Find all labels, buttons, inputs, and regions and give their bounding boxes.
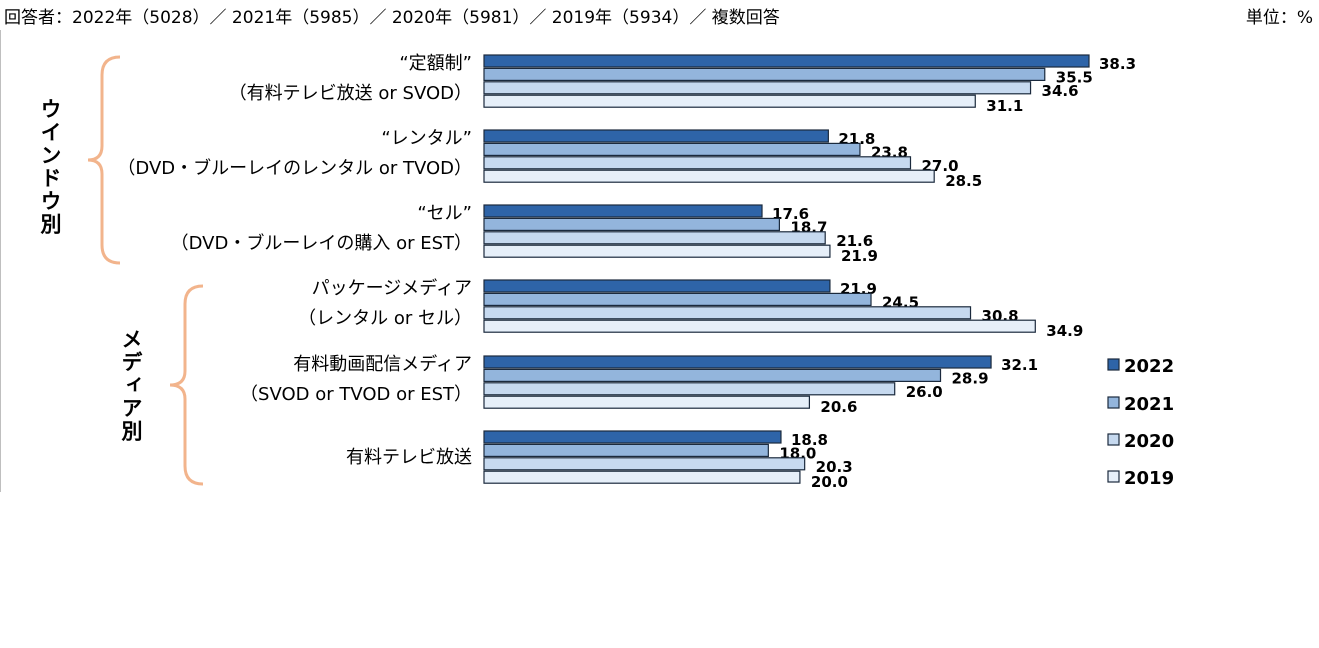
bar-2019-cat0 [483,94,976,108]
category-label: （DVD・ブルーレイの購入 or EST） [171,232,472,254]
legend-swatch-2020 [1107,433,1120,446]
value-label: 28.5 [945,172,982,190]
bar-2021-cat0 [483,67,1046,82]
group-label: ウインドウ別 [38,98,62,236]
category-label: “セル” [417,203,472,224]
value-label: 20.0 [811,473,848,491]
bar-2021-cat5 [483,443,769,457]
category-label: （DVD・ブルーレイのレンタル or TVOD） [117,157,472,179]
category-label: （レンタル or セル） [298,308,472,329]
value-label: 20.6 [820,398,857,416]
group-label: メディア別 [119,328,143,443]
bar-2020-cat0 [483,81,1032,95]
value-label: 31.1 [986,97,1023,115]
bar-2020-cat1 [483,156,912,170]
legend-swatch-2019 [1107,470,1120,483]
legend-swatch-2022 [1107,358,1120,371]
bar-2021-cat4 [483,368,942,382]
bar-2019-cat4 [483,395,811,409]
category-label: “レンタル” [381,128,472,149]
bar-2021-cat2 [483,217,780,231]
legend-label-2020: 2020 [1124,431,1174,452]
bar-2022-cat2 [483,204,763,218]
bar-2022-cat0 [483,54,1090,68]
bar-2021-cat1 [483,142,861,156]
value-label: 21.6 [836,232,873,250]
group-bracket-1 [169,284,204,486]
legend-swatch-2021 [1107,396,1120,409]
legend-label-2022: 2022 [1124,356,1174,377]
legend-label-2021: 2021 [1124,394,1174,415]
respondents-note: 回答者：2022年（5028）／ 2021年（5985）／ 2020年（5981… [4,8,780,28]
bar-2021-cat3 [483,292,872,306]
category-label: （有料テレビ放送 or SVOD） [229,83,472,104]
bar-2019-cat3 [483,319,1036,333]
bar-2020-cat3 [483,306,972,320]
bar-2022-cat5 [483,430,782,444]
value-label: 26.0 [906,383,943,401]
value-label: 34.6 [1042,82,1079,100]
value-label: 34.9 [1046,322,1083,340]
bar-2022-cat3 [483,279,831,293]
bar-2019-cat2 [483,244,831,258]
legend-label-2019: 2019 [1124,468,1174,489]
bar-2022-cat1 [483,129,829,143]
value-label: 38.3 [1099,55,1136,73]
bar-2020-cat2 [483,231,826,245]
value-label: 28.9 [952,369,989,387]
value-label: 21.9 [841,247,878,265]
bar-2020-cat5 [483,457,806,471]
value-label: 35.5 [1056,68,1093,86]
value-label: 18.8 [791,431,828,449]
category-label: 有料テレビ放送 [346,447,472,468]
bar-2022-cat4 [483,355,992,369]
bar-2019-cat5 [483,470,801,484]
value-label: 32.1 [1001,356,1038,374]
category-label: 有料動画配信メディア [293,354,472,375]
bar-2019-cat1 [483,169,935,183]
category-label: パッケージメディア [312,278,472,299]
category-label: （SVOD or TVOD or EST） [240,384,472,405]
unit-label: 単位：% [1245,8,1313,28]
bar-2020-cat4 [483,382,896,396]
group-bracket-0 [87,55,121,265]
value-label: 17.6 [772,205,809,223]
value-label: 20.3 [816,458,853,476]
category-label: “定額制” [399,53,472,74]
